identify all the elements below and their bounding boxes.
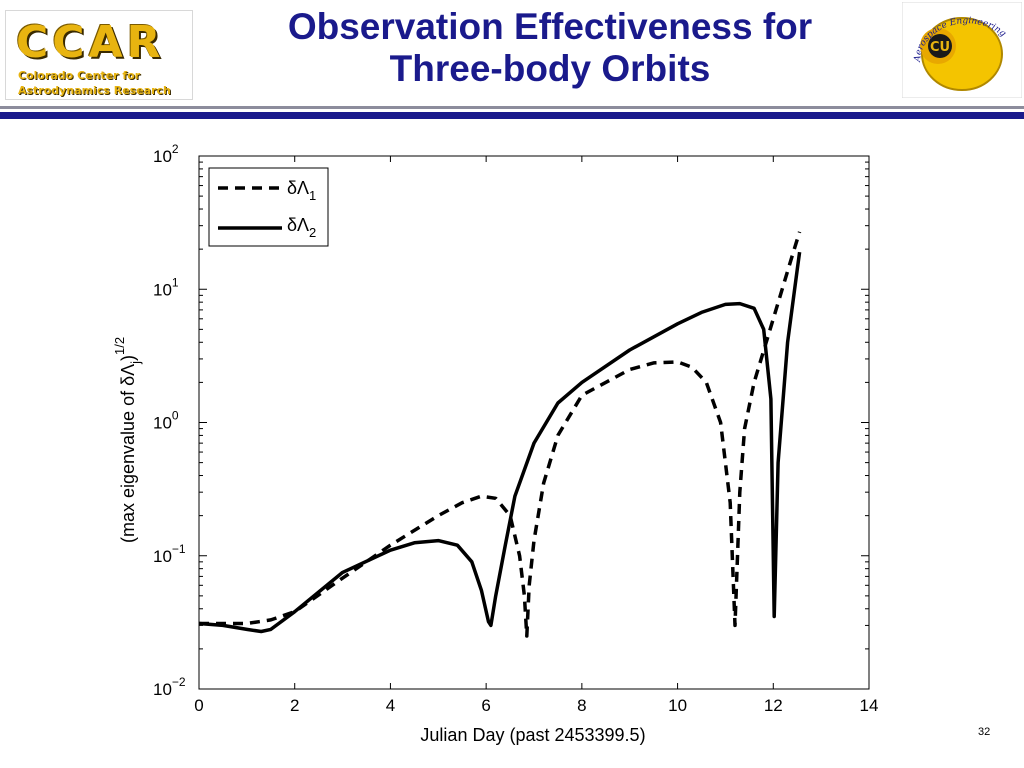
y-tick-base: 10 (153, 680, 172, 699)
x-tick-label: 12 (764, 696, 783, 715)
ccar-logo-line2: Astrodynamics Research (18, 84, 171, 97)
y-axis-label-main: (max eigenvalue of δΛ (118, 364, 138, 543)
slide-title-line2: Three-body Orbits (389, 48, 711, 89)
x-axis-label: Julian Day (past 2453399.5) (420, 725, 645, 745)
legend-label-2-sub: 2 (309, 225, 316, 240)
y-axis-label-sup: 1/2 (112, 337, 127, 355)
y-tick-label: 101 (153, 275, 179, 299)
y-tick-label: 102 (153, 142, 179, 166)
x-tick-label: 10 (668, 696, 687, 715)
y-axis-label-sub: j (128, 361, 143, 365)
x-tick-label: 8 (577, 696, 586, 715)
legend-label-2-main: δΛ (287, 215, 309, 235)
legend-label-1: δΛ1 (287, 178, 316, 203)
y-tick-base: 10 (153, 147, 172, 166)
y-tick-base: 10 (153, 547, 172, 566)
x-tick-label: 14 (860, 696, 879, 715)
cu-monogram-disc (928, 34, 952, 58)
ccar-logo: CCAR Colorado Center for Astrodynamics R… (5, 10, 193, 100)
y-tick-label: 10−1 (153, 542, 186, 566)
x-tick-label: 4 (386, 696, 395, 715)
y-tick-exponent: −1 (172, 542, 186, 556)
legend: δΛ1 δΛ2 (208, 167, 329, 247)
legend-label-1-sub: 1 (309, 188, 316, 203)
y-tick-label: 10−2 (153, 675, 186, 699)
legend-label-1-main: δΛ (287, 178, 309, 198)
header-rule-thick (0, 112, 1024, 119)
series-line-1 (199, 231, 802, 638)
cu-aerospace-logo: CU Aerospace Engineering (902, 2, 1022, 98)
y-tick-exponent: −2 (172, 675, 186, 689)
y-tick-exponent: 0 (172, 409, 179, 423)
x-tick-label: 0 (194, 696, 203, 715)
slide-title: Observation Effectiveness for Three-body… (200, 6, 900, 90)
y-tick-base: 10 (153, 280, 172, 299)
y-axis-label-close: ) (118, 355, 138, 361)
ccar-logo-line1: Colorado Center for (18, 69, 141, 82)
x-tick-label: 2 (290, 696, 299, 715)
y-tick-exponent: 1 (172, 275, 179, 289)
y-tick-base: 10 (153, 414, 172, 433)
x-tick-label: 6 (481, 696, 490, 715)
legend-box (208, 167, 329, 247)
page-number: 32 (978, 726, 991, 738)
y-tick-label: 100 (153, 409, 179, 433)
cu-monogram: CU (930, 40, 950, 55)
ccar-logo-letters: CCAR (16, 17, 165, 68)
slide-title-line1: Observation Effectiveness for (287, 6, 813, 47)
y-tick-exponent: 2 (172, 142, 179, 156)
legend-label-2: δΛ2 (287, 215, 316, 240)
y-axis-label: (max eigenvalue of δΛj)1/2 (112, 337, 143, 543)
header-rule-thin (0, 106, 1024, 109)
series-lines (198, 231, 802, 638)
series-line-2 (198, 251, 802, 634)
